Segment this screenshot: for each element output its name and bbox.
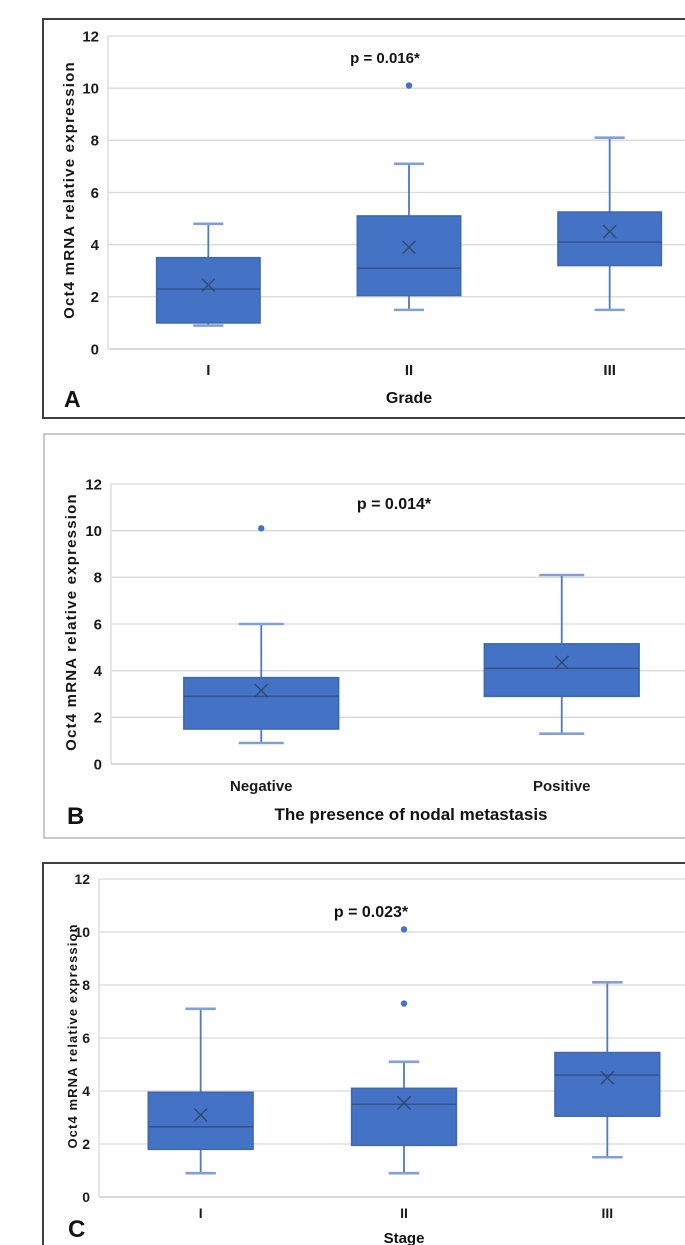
y-axis-label: Oct4 mRNA relative expression: [65, 923, 80, 1149]
svg-text:0: 0: [91, 341, 99, 358]
x-axis-title-grade: Grade: [385, 390, 433, 407]
panel-letter-c: C: [68, 1216, 86, 1243]
svg-text:10: 10: [82, 81, 99, 98]
p-value-annotation: p = 0.014*: [356, 496, 432, 513]
boxplot-panel-c-stage: 0 2 4 6 8 10 12 I II III Oct4 mRNA relative expre…: [42, 862, 685, 1245]
svg-text:8: 8: [82, 977, 90, 993]
svg-text:12: 12: [74, 871, 90, 887]
svg-text:I: I: [206, 362, 210, 379]
svg-text:12: 12: [82, 28, 99, 45]
svg-text:4: 4: [82, 1083, 90, 1099]
svg-text:10: 10: [85, 523, 102, 540]
svg-text:0: 0: [82, 1189, 90, 1205]
svg-text:2: 2: [82, 1136, 90, 1152]
svg-text:Negative: Negative: [230, 778, 293, 795]
x-axis-title-stage: Stage: [383, 1230, 425, 1245]
svg-text:2: 2: [94, 710, 102, 727]
svg-text:III: III: [603, 362, 616, 379]
svg-text:4: 4: [91, 237, 100, 254]
svg-text:Positive: Positive: [533, 778, 591, 795]
svg-text:10: 10: [74, 924, 90, 940]
svg-text:II: II: [405, 362, 413, 379]
svg-text:6: 6: [82, 1030, 90, 1046]
svg-text:8: 8: [94, 570, 102, 587]
svg-text:6: 6: [94, 616, 102, 633]
svg-text:0: 0: [94, 756, 102, 773]
svg-text:2: 2: [91, 289, 99, 306]
x-axis-title-nodal-metastasis: The presence of nodal metastasis: [274, 805, 548, 824]
y-axis-label: Oct4 mRNA relative expression: [63, 493, 80, 751]
boxplot-panel-b-nodal-metastasis: 0 2 4 6 8 10 12 Negative Positive Oct4 mRNA rela…: [43, 433, 685, 839]
boxplot-canvas-nodal-metastasis: 0 2 4 6 8 10 12 Negative Positive: [85, 476, 685, 795]
panel-letter-b: B: [67, 803, 85, 830]
svg-text:II: II: [400, 1205, 408, 1221]
boxplot-panel-a-grade: 0 2 4 6 8 10 12 I II III Oct4 mRNA relative expre…: [42, 18, 685, 419]
svg-text:8: 8: [91, 133, 99, 150]
svg-text:6: 6: [91, 185, 99, 202]
svg-text:I: I: [199, 1205, 203, 1221]
panel-letter-a: A: [64, 386, 81, 412]
y-axis-label: Oct4 mRNA relative expression: [61, 61, 78, 319]
p-value-annotation: p = 0.023*: [333, 904, 409, 921]
p-value-annotation: p = 0.016*: [350, 50, 420, 67]
svg-text:12: 12: [85, 476, 102, 493]
svg-text:III: III: [601, 1205, 613, 1221]
svg-text:4: 4: [94, 663, 103, 680]
